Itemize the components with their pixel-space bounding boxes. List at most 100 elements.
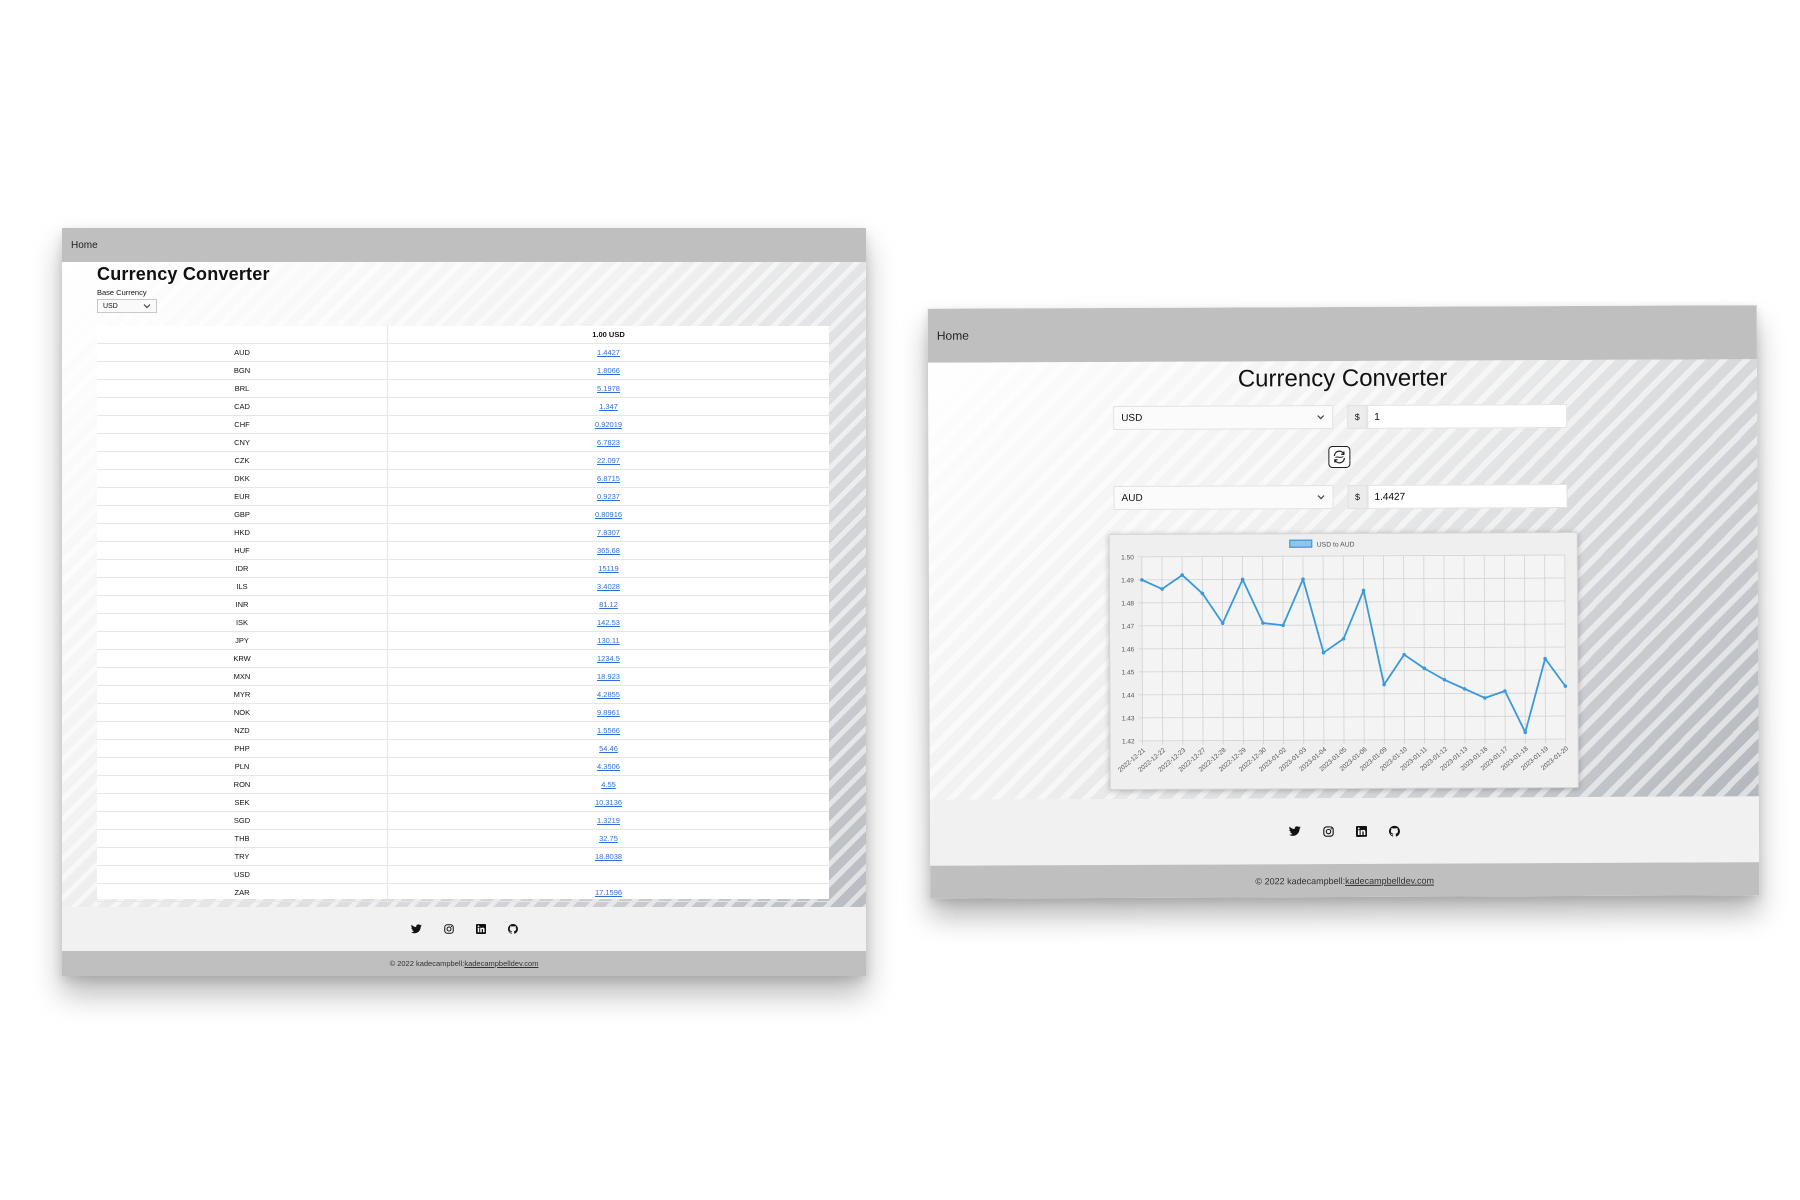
to-amount-input[interactable] <box>1367 484 1568 509</box>
table-row: HUF 365.68 <box>97 541 829 560</box>
currency-code-cell: CHF <box>97 415 388 434</box>
currency-code-cell: HUF <box>97 541 388 560</box>
rate-link[interactable]: 1.4427 <box>597 348 620 357</box>
social-links <box>929 796 1760 866</box>
to-currency-value: AUD <box>1121 492 1143 504</box>
x-grid-line <box>1423 555 1426 744</box>
data-point <box>1240 577 1245 582</box>
rate-link[interactable]: 4.55 <box>601 780 616 789</box>
rate-link[interactable]: 7.8307 <box>597 528 620 537</box>
rate-link[interactable]: 1.5566 <box>597 726 620 735</box>
rate-link[interactable]: 1.3219 <box>597 816 620 825</box>
rate-link[interactable]: 4.2855 <box>597 690 620 699</box>
rate-cell: 15119 <box>387 559 829 578</box>
table-row: NZD 1.5566 <box>97 721 829 740</box>
data-point <box>1402 652 1406 657</box>
rate-link[interactable]: 32.75 <box>599 834 618 843</box>
data-point <box>1261 621 1265 625</box>
rate-link[interactable]: 3.4028 <box>597 582 620 591</box>
rate-link[interactable]: 365.68 <box>597 546 620 555</box>
currency-code-cell: NZD <box>97 721 388 740</box>
right-browser-window: Home Currency Converter USD $ <box>927 305 1760 899</box>
rate-link[interactable]: 54.46 <box>599 744 618 753</box>
table-row: HKD 7.8307 <box>97 523 829 542</box>
rate-link[interactable]: 6.7823 <box>597 438 620 447</box>
rate-link[interactable]: 0.9237 <box>597 492 620 501</box>
instagram-icon[interactable] <box>1323 825 1334 837</box>
table-row: INR 81.12 <box>97 595 829 614</box>
y-tick-label: 1.47 <box>1121 623 1134 630</box>
x-grid-line <box>1181 556 1184 745</box>
data-point <box>1483 696 1487 700</box>
data-point <box>1462 687 1467 691</box>
table-row: PLN 4.3506 <box>97 757 829 776</box>
rate-link[interactable]: 10.3136 <box>594 798 623 807</box>
currency-code-cell: JPY <box>97 631 388 650</box>
rate-link[interactable]: 142.53 <box>597 618 620 627</box>
data-point <box>1301 577 1305 581</box>
rate-link[interactable]: 15119 <box>598 564 619 573</box>
data-point <box>1321 650 1326 655</box>
rate-link[interactable]: 1.347 <box>599 402 618 411</box>
swap-button[interactable] <box>1328 445 1351 469</box>
data-point <box>1140 578 1144 582</box>
rate-link[interactable]: 22.097 <box>597 456 620 465</box>
github-icon[interactable] <box>507 924 518 934</box>
to-row: AUD $ <box>1113 484 1568 511</box>
footer-site-link[interactable]: kadecampbelldev.com <box>464 959 539 968</box>
base-currency-select[interactable]: USD <box>97 299 157 313</box>
data-point <box>1361 588 1366 593</box>
from-amount-prefix: $ <box>1347 404 1368 429</box>
rate-link[interactable]: 130.11 <box>597 636 620 645</box>
table-row: NOK 9.8961 <box>97 703 829 722</box>
rate-link[interactable]: 9.8961 <box>597 708 620 717</box>
x-grid-line <box>1141 556 1144 745</box>
from-amount-input[interactable] <box>1367 404 1568 429</box>
table-row: SGD 1.3219 <box>97 811 829 830</box>
y-grid-line <box>1138 715 1566 719</box>
data-point <box>1382 682 1386 687</box>
rate-link[interactable]: 17.1596 <box>594 888 623 897</box>
linkedin-icon[interactable] <box>1355 825 1368 837</box>
twitter-icon[interactable] <box>410 924 422 934</box>
table-row: EUR 0.9237 <box>97 487 829 506</box>
rate-link[interactable]: 1.8066 <box>597 366 620 375</box>
nav-home-link[interactable]: Home <box>71 239 98 251</box>
table-row: JPY 130.11 <box>97 631 829 650</box>
rate-link[interactable]: 18.8038 <box>594 852 623 861</box>
currency-code-cell: MYR <box>97 685 388 704</box>
y-grid-line <box>1138 738 1566 742</box>
rate-link[interactable]: 0.92019 <box>594 420 623 429</box>
rate-link[interactable]: 0.80916 <box>594 510 623 519</box>
table-row: CNY 6.7823 <box>97 433 829 452</box>
from-currency-value: USD <box>1121 412 1143 424</box>
chevron-down-icon <box>1316 413 1325 422</box>
data-point <box>1160 587 1164 591</box>
to-currency-select[interactable]: AUD <box>1113 485 1334 511</box>
rate-history-chart-card: 1.50 1.49 1.48 1.47 1.46 1.45 1.44 1.43 1.42 2022… <box>1108 531 1579 791</box>
table-row: CHF 0.92019 <box>97 415 829 434</box>
table-row: PHP 54.46 <box>97 739 829 758</box>
twitter-icon[interactable] <box>1289 826 1301 836</box>
rate-link[interactable]: 4.3506 <box>597 762 620 771</box>
rate-cell: 17.1596 <box>387 883 829 902</box>
page-header: Currency Converter Base Currency USD <box>97 262 270 313</box>
rate-link[interactable]: 6.8715 <box>597 474 620 483</box>
rate-link[interactable]: 18.923 <box>597 672 620 681</box>
table-row: THB 32.75 <box>97 829 829 848</box>
rate-link[interactable]: 1234.5 <box>597 654 620 663</box>
rate-cell: 4.3506 <box>387 757 829 776</box>
from-currency-select[interactable]: USD <box>1113 405 1334 431</box>
rate-history-chart: 1.501.491.481.471.461.451.441.431.422022… <box>1117 539 1570 774</box>
table-row: BRL 5.1978 <box>97 379 829 398</box>
x-grid-line <box>1524 555 1526 744</box>
rate-link[interactable]: 81.12 <box>599 600 618 609</box>
github-icon[interactable] <box>1388 825 1400 837</box>
currency-code-cell: IDR <box>97 559 388 578</box>
rate-link[interactable]: 5.1978 <box>597 384 620 393</box>
linkedin-icon[interactable] <box>475 924 486 934</box>
instagram-icon[interactable] <box>443 924 454 934</box>
table-row: KRW 1234.5 <box>97 649 829 668</box>
footer-site-link[interactable]: kadecampbelldev.com <box>1345 875 1435 886</box>
nav-home-link[interactable]: Home <box>936 328 969 343</box>
